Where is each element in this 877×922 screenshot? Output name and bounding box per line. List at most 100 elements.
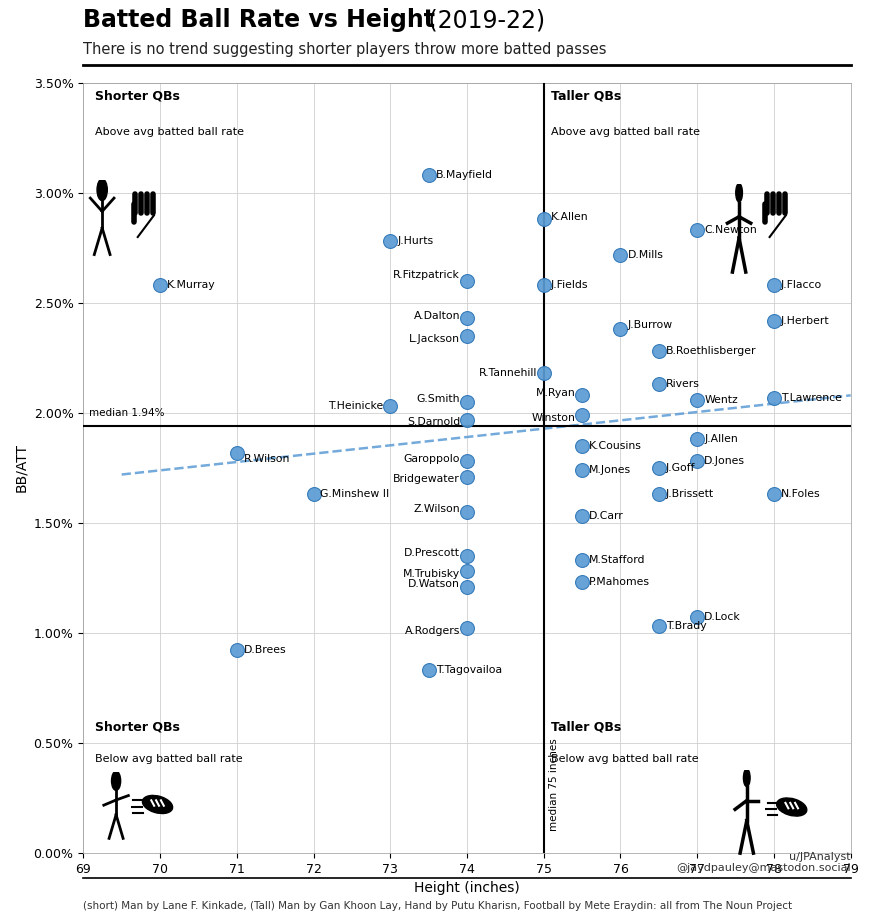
Point	[614, 247, 628, 262]
Point	[766, 313, 781, 328]
Point	[460, 564, 474, 579]
Text: J.Herbert: J.Herbert	[781, 315, 830, 325]
Text: T.Brady: T.Brady	[666, 621, 706, 632]
Text: D.Brees: D.Brees	[244, 645, 287, 656]
Point	[652, 344, 666, 359]
Text: N.Foles: N.Foles	[781, 490, 821, 500]
Point	[690, 431, 704, 446]
Text: Below avg batted ball rate: Below avg batted ball rate	[552, 754, 699, 763]
X-axis label: Height (inches): Height (inches)	[414, 881, 520, 895]
Point	[230, 445, 244, 460]
Text: P.Mahomes: P.Mahomes	[589, 577, 650, 587]
Point	[422, 663, 436, 678]
Point	[383, 234, 397, 249]
Point	[230, 644, 244, 658]
Text: median 1.94%: median 1.94%	[89, 408, 165, 419]
Text: S.Darnold: S.Darnold	[407, 418, 460, 427]
Text: Shorter QBs: Shorter QBs	[95, 721, 180, 734]
Text: D.Mills: D.Mills	[627, 250, 663, 260]
Point	[575, 439, 589, 454]
Text: L.Jackson: L.Jackson	[409, 334, 460, 344]
Text: median 75 inches: median 75 inches	[549, 739, 560, 831]
Text: J.Brissett: J.Brissett	[666, 490, 714, 500]
Point	[460, 549, 474, 563]
Text: There is no trend suggesting shorter players throw more batted passes: There is no trend suggesting shorter pla…	[83, 42, 607, 57]
Text: M.Ryan: M.Ryan	[536, 387, 575, 397]
Text: T.Lawrence: T.Lawrence	[781, 393, 842, 403]
Text: D.Jones: D.Jones	[704, 456, 745, 467]
Text: T.Tagovailoa: T.Tagovailoa	[436, 666, 502, 675]
Text: K.Murray: K.Murray	[167, 280, 216, 290]
Circle shape	[111, 771, 121, 790]
Text: G.Minshew II: G.Minshew II	[320, 490, 389, 500]
Text: Z.Wilson: Z.Wilson	[413, 504, 460, 514]
Circle shape	[97, 179, 107, 201]
Point	[690, 610, 704, 625]
Point	[652, 377, 666, 392]
Point	[690, 454, 704, 468]
Text: Above avg batted ball rate: Above avg batted ball rate	[95, 127, 244, 137]
Text: Bridgewater: Bridgewater	[393, 475, 460, 484]
Point	[537, 278, 551, 292]
Text: R.Fitzpatrick: R.Fitzpatrick	[393, 270, 460, 280]
Text: Garoppolo: Garoppolo	[403, 454, 460, 464]
Y-axis label: BB/ATT: BB/ATT	[14, 443, 28, 492]
Text: T.Heinicke: T.Heinicke	[328, 401, 383, 411]
Text: M.Jones: M.Jones	[589, 465, 631, 475]
Text: M.Stafford: M.Stafford	[589, 555, 645, 565]
Point	[460, 504, 474, 519]
Text: Shorter QBs: Shorter QBs	[95, 89, 180, 102]
Text: Batted Ball Rate vs Height: Batted Ball Rate vs Height	[83, 8, 435, 32]
Point	[766, 487, 781, 502]
Point	[460, 311, 474, 325]
Point	[153, 278, 167, 292]
Point	[460, 395, 474, 409]
Text: D.Prescott: D.Prescott	[404, 548, 460, 558]
Point	[575, 575, 589, 590]
Text: K.Cousins: K.Cousins	[589, 441, 642, 451]
Point	[383, 399, 397, 414]
Text: u/JPAnalyst
@jaydpauley@mastodon.social: u/JPAnalyst @jaydpauley@mastodon.social	[676, 852, 851, 873]
Point	[652, 461, 666, 476]
Text: J.Burrow: J.Burrow	[627, 320, 673, 330]
Point	[766, 390, 781, 405]
Text: R.Wilson: R.Wilson	[244, 455, 290, 465]
Point	[766, 278, 781, 292]
Text: G.Smith: G.Smith	[417, 394, 460, 404]
Text: Wentz: Wentz	[704, 395, 738, 405]
Text: K.Allen: K.Allen	[551, 211, 588, 221]
Text: Rivers: Rivers	[666, 379, 700, 389]
Text: Taller QBs: Taller QBs	[552, 721, 622, 734]
Point	[575, 408, 589, 422]
Point	[460, 454, 474, 468]
Text: D.Watson: D.Watson	[408, 579, 460, 589]
Point	[460, 579, 474, 594]
Text: (2019-22): (2019-22)	[421, 8, 545, 32]
Point	[614, 322, 628, 337]
Text: Below avg batted ball rate: Below avg batted ball rate	[95, 754, 242, 763]
Text: Taller QBs: Taller QBs	[552, 89, 622, 102]
Text: J.Fields: J.Fields	[551, 280, 588, 290]
Point	[460, 412, 474, 427]
Point	[652, 619, 666, 633]
Point	[575, 553, 589, 568]
Point	[575, 463, 589, 478]
Text: Above avg batted ball rate: Above avg batted ball rate	[552, 127, 701, 137]
Text: J.Allen: J.Allen	[704, 434, 738, 444]
Text: B.Mayfield: B.Mayfield	[436, 171, 493, 181]
Text: D.Carr: D.Carr	[589, 512, 624, 521]
Point	[460, 469, 474, 484]
Ellipse shape	[142, 796, 173, 813]
Text: Winston: Winston	[531, 413, 575, 423]
Point	[575, 388, 589, 403]
Text: A.Rodgers: A.Rodgers	[404, 626, 460, 636]
Text: J.Hurts: J.Hurts	[397, 236, 433, 246]
Ellipse shape	[777, 798, 807, 816]
Text: C.Newton: C.Newton	[704, 225, 757, 235]
Text: D.Lock: D.Lock	[704, 612, 741, 622]
Point	[422, 168, 436, 183]
Circle shape	[736, 183, 743, 202]
Point	[652, 487, 666, 502]
Text: J.Goff: J.Goff	[666, 463, 695, 473]
Point	[306, 487, 320, 502]
